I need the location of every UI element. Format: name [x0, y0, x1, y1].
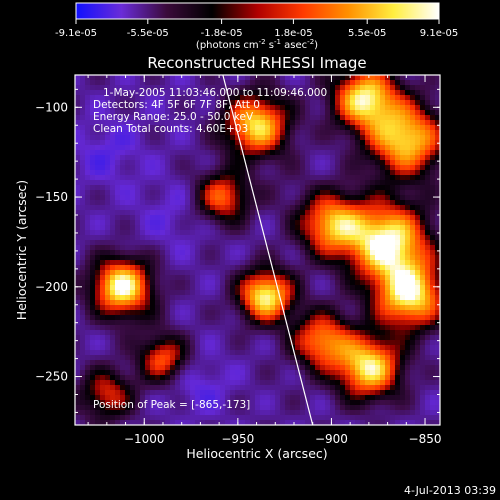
plot-frame [74, 74, 441, 426]
x-tick-label: −900 [315, 432, 348, 446]
annotation-peak-position: Position of Peak = [-865,-173] [93, 399, 250, 411]
x-axis-label: Heliocentric X (arcsec) [186, 446, 327, 461]
colorbar-tick-label: 9.1e-05 [420, 28, 458, 39]
annotation-clean-counts: Clean Total counts: 4.60E+03 [93, 123, 248, 135]
colorbar-tick-label: -1.8e-05 [201, 28, 243, 39]
annotation-energy-range: Energy Range: 25.0 - 50.0 keV [93, 111, 254, 123]
colorbar-tick-label: 5.5e-05 [348, 28, 386, 39]
colorbar-tick-label: -9.1e-05 [55, 28, 97, 39]
x-tick-label: −1000 [124, 432, 165, 446]
chart-title: Reconstructed RHESSI Image [147, 54, 366, 72]
y-tick-label: −150 [35, 190, 68, 204]
colorbar-ticks: -9.1e-05 -5.5e-05 -1.8e-05 1.8e-05 5.5e-05 9.… [55, 19, 458, 39]
y-tick-label: −250 [35, 370, 68, 384]
heatmap-image [75, 75, 440, 425]
colorbar-units: (photons cm-2 s-1 asec-2) [196, 38, 318, 51]
colorbar-tick-label: 1.8e-05 [274, 28, 312, 39]
annotation-detectors: Detectors: 4F 5F 6F 7F 8F, Att 0 [93, 99, 260, 111]
y-tick-label: −200 [35, 280, 68, 294]
y-axis: −100 −150 −200 −250 [35, 88, 440, 413]
solar-limb-line [222, 75, 314, 425]
footer-timestamp: 4-Jul-2013 03:39 [404, 484, 496, 497]
x-axis: −1000 −950 −900 −850 [87, 75, 442, 446]
x-tick-label: −950 [221, 432, 254, 446]
y-tick-label: −100 [35, 100, 68, 114]
colorbar-tick-label: -5.5e-05 [127, 28, 169, 39]
y-axis-label: Heliocentric Y (arcsec) [14, 180, 29, 320]
annotation-time-range: 1-May-2005 11:03:46.000 to 11:09:46.000 [103, 87, 327, 99]
x-tick-label: −850 [409, 432, 442, 446]
colorbar [75, 2, 440, 20]
